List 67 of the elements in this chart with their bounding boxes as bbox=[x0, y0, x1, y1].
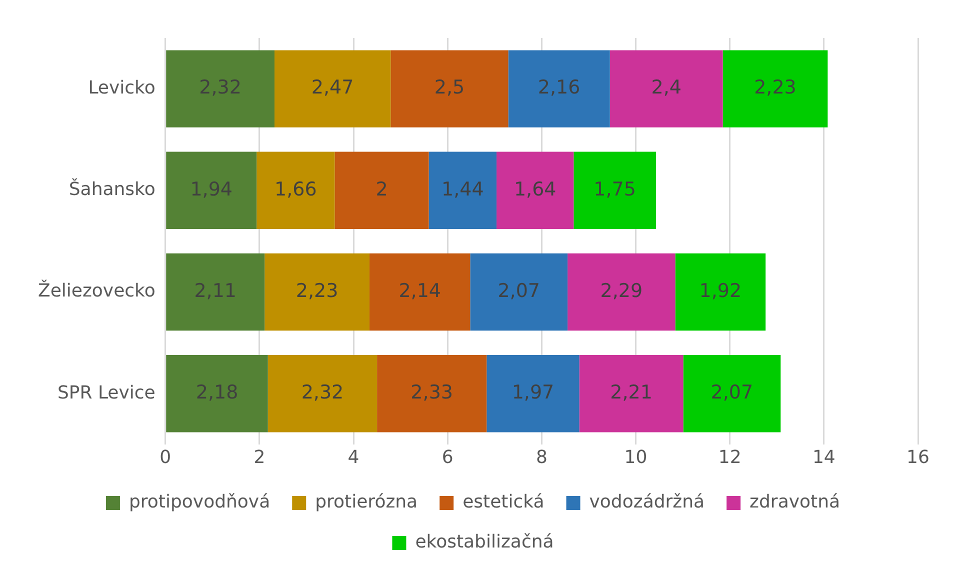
data-label: 2,16 bbox=[538, 76, 580, 99]
bar bbox=[470, 253, 568, 331]
data-label: 2,23 bbox=[754, 76, 796, 99]
bar bbox=[268, 354, 378, 432]
y-tick-label: Želiezovecko bbox=[38, 280, 156, 302]
x-tick-label: 0 bbox=[160, 446, 172, 468]
bar bbox=[390, 50, 508, 128]
data-label: 1,97 bbox=[512, 382, 554, 404]
x-tick-label: 2 bbox=[254, 446, 266, 468]
x-tick-label: 16 bbox=[906, 446, 930, 468]
data-label: 2,29 bbox=[600, 280, 643, 302]
bar bbox=[683, 354, 781, 432]
bar bbox=[579, 354, 684, 432]
bar bbox=[370, 253, 470, 331]
x-tick-label: 14 bbox=[812, 446, 836, 468]
data-label: 2,21 bbox=[610, 382, 652, 404]
data-label: 1,94 bbox=[190, 178, 233, 200]
legend-label: estetická bbox=[462, 492, 544, 513]
bar bbox=[166, 354, 268, 432]
data-label: 2,18 bbox=[196, 382, 238, 404]
bar bbox=[264, 253, 370, 331]
x-tick-label: 10 bbox=[624, 446, 648, 468]
x-tick-label: 6 bbox=[442, 446, 454, 468]
legend-label: protipovodňová bbox=[128, 492, 270, 513]
data-label: 2,33 bbox=[410, 382, 453, 404]
bar bbox=[377, 354, 487, 432]
y-tick-label: Šahansko bbox=[68, 178, 156, 200]
bar bbox=[675, 253, 766, 331]
bar bbox=[166, 152, 257, 230]
data-label: 2,32 bbox=[199, 76, 242, 99]
data-label: 2,14 bbox=[398, 280, 442, 302]
legend-label: protierózna bbox=[315, 492, 418, 513]
bar bbox=[610, 50, 723, 128]
bar bbox=[568, 253, 676, 331]
bar bbox=[496, 152, 574, 230]
data-label: 2,5 bbox=[434, 76, 465, 99]
bar bbox=[166, 50, 274, 128]
bar bbox=[274, 50, 391, 128]
bar bbox=[334, 152, 429, 230]
data-label: 2,47 bbox=[311, 76, 354, 99]
data-label: 1,66 bbox=[274, 178, 317, 200]
bar bbox=[574, 152, 656, 230]
data-label: 2,07 bbox=[710, 382, 754, 404]
legend-label: ekostabilizačná bbox=[415, 532, 554, 553]
y-tick-label: SPR Levice bbox=[57, 382, 156, 404]
y-tick-label: Levicko bbox=[88, 77, 156, 98]
legend-label: zdravotná bbox=[750, 492, 840, 513]
data-label: 2,23 bbox=[296, 280, 338, 302]
bar bbox=[486, 354, 580, 432]
bar bbox=[508, 50, 610, 128]
x-tick-label: 8 bbox=[536, 446, 548, 468]
data-label: 1,75 bbox=[594, 178, 636, 200]
data-label: 2,11 bbox=[194, 280, 237, 302]
data-label: 2,4 bbox=[651, 76, 682, 99]
data-label: 2 bbox=[376, 178, 388, 200]
bar bbox=[428, 152, 497, 230]
bar bbox=[166, 253, 265, 331]
data-label: 2,32 bbox=[301, 382, 344, 404]
bar bbox=[722, 50, 828, 128]
bar bbox=[256, 152, 335, 230]
x-tick-label: 4 bbox=[348, 446, 360, 468]
data-label: 1,44 bbox=[441, 178, 484, 200]
data-label: 2,07 bbox=[498, 280, 540, 302]
data-label: 1,92 bbox=[699, 280, 742, 302]
data-label: 1,64 bbox=[514, 178, 556, 200]
legend-label: vodozádržná bbox=[589, 492, 705, 513]
x-tick-label: 12 bbox=[718, 446, 742, 468]
